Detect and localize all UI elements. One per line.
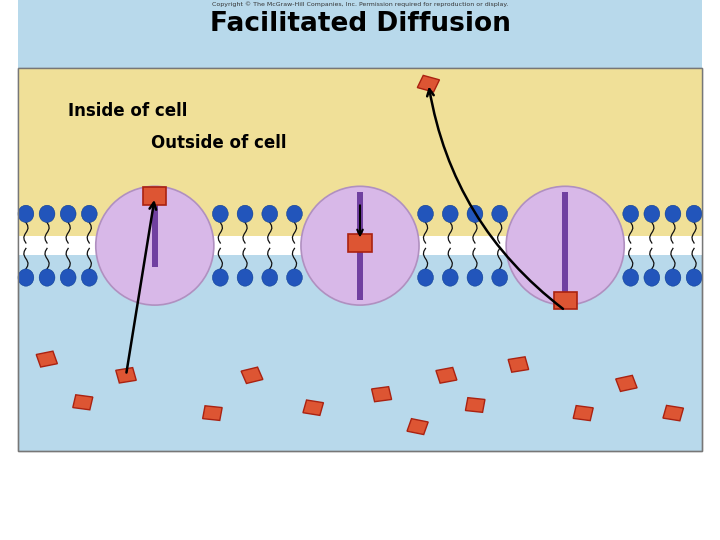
Bar <box>616 375 637 391</box>
Bar <box>18 0 702 246</box>
Ellipse shape <box>506 186 624 305</box>
Bar <box>73 395 93 410</box>
Ellipse shape <box>287 269 302 286</box>
Ellipse shape <box>287 205 302 222</box>
Bar <box>407 418 428 435</box>
Bar <box>152 192 158 267</box>
FancyBboxPatch shape <box>348 234 372 252</box>
Bar <box>623 236 702 255</box>
Ellipse shape <box>644 205 660 222</box>
Ellipse shape <box>237 205 253 222</box>
Text: Copyright © The McGraw-Hill Companies, Inc. Permission required for reproduction: Copyright © The McGraw-Hill Companies, I… <box>212 1 508 6</box>
Ellipse shape <box>644 269 660 286</box>
Ellipse shape <box>39 205 55 222</box>
Text: Inside of cell: Inside of cell <box>68 102 188 120</box>
Ellipse shape <box>18 205 34 222</box>
Ellipse shape <box>262 269 278 286</box>
Ellipse shape <box>39 269 55 286</box>
Ellipse shape <box>442 269 458 286</box>
Ellipse shape <box>686 269 702 286</box>
Ellipse shape <box>96 186 214 305</box>
Bar <box>372 387 392 402</box>
Bar <box>18 246 702 451</box>
Bar <box>573 406 593 421</box>
Text: Facilitated Diffusion: Facilitated Diffusion <box>210 11 510 37</box>
Bar <box>18 68 702 246</box>
Ellipse shape <box>301 186 419 305</box>
Ellipse shape <box>467 205 483 222</box>
Ellipse shape <box>686 205 702 222</box>
Bar <box>212 236 302 255</box>
Bar <box>18 236 97 255</box>
Ellipse shape <box>18 269 34 286</box>
Bar <box>663 406 683 421</box>
Ellipse shape <box>212 269 228 286</box>
Ellipse shape <box>492 269 508 286</box>
Ellipse shape <box>81 269 97 286</box>
Bar <box>465 397 485 413</box>
Bar <box>116 368 136 383</box>
Bar <box>418 76 439 92</box>
Bar <box>418 236 508 255</box>
Ellipse shape <box>665 269 681 286</box>
Ellipse shape <box>60 205 76 222</box>
Bar <box>18 68 702 451</box>
Ellipse shape <box>467 269 483 286</box>
Ellipse shape <box>237 269 253 286</box>
Bar <box>202 406 222 421</box>
Ellipse shape <box>623 269 639 286</box>
Ellipse shape <box>623 205 639 222</box>
Ellipse shape <box>418 205 433 222</box>
Bar <box>303 400 323 415</box>
Bar <box>508 357 528 372</box>
FancyBboxPatch shape <box>554 292 577 309</box>
Ellipse shape <box>262 205 278 222</box>
FancyBboxPatch shape <box>143 187 166 205</box>
Ellipse shape <box>665 205 681 222</box>
Bar <box>357 192 363 300</box>
Bar <box>436 367 457 383</box>
Bar <box>241 367 263 383</box>
Ellipse shape <box>442 205 458 222</box>
Bar <box>18 68 702 451</box>
Ellipse shape <box>81 205 97 222</box>
Ellipse shape <box>418 269 433 286</box>
Ellipse shape <box>492 205 508 222</box>
Bar <box>36 351 58 367</box>
Text: Outside of cell: Outside of cell <box>151 134 287 152</box>
Ellipse shape <box>212 205 228 222</box>
Bar <box>562 192 569 300</box>
Ellipse shape <box>60 269 76 286</box>
